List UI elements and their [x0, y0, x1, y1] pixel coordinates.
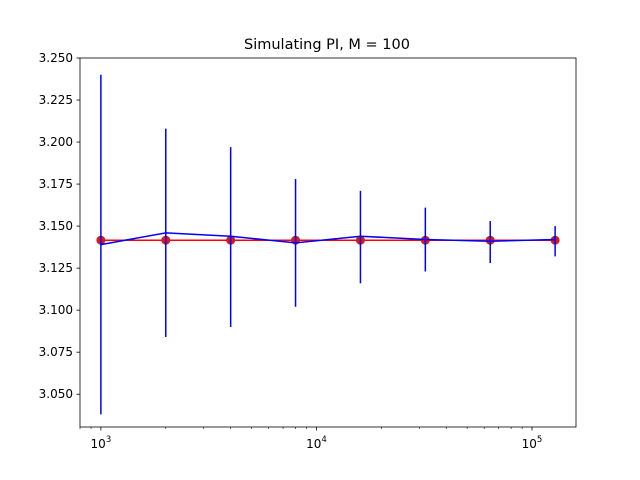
x-tick-label-exponent: 3	[106, 435, 111, 445]
y-tick-label: 3.125	[39, 261, 73, 275]
x-tick-label: 104	[306, 435, 327, 451]
chart-title: Simulating PI, M = 100	[244, 37, 410, 53]
x-tick-label-exponent: 4	[321, 435, 326, 445]
y-tick-label: 3.175	[39, 177, 73, 191]
y-axis: 3.050 3.075 3.100 3.125 3.150 3.175 3.200 3.225…	[39, 51, 80, 401]
y-tick-label: 3.100	[39, 303, 73, 317]
estimate-line	[100, 232, 556, 246]
x-tick-label-base: 10	[306, 437, 321, 451]
x-tick-label-base: 10	[91, 437, 106, 451]
y-tick-label: 3.225	[39, 93, 73, 107]
x-tick-label-exponent: 5	[537, 435, 542, 445]
y-tick-label: 3.200	[39, 135, 73, 149]
x-tick-label-base: 10	[522, 437, 537, 451]
y-tick-label: 3.150	[39, 219, 73, 233]
y-tick-label: 3.075	[39, 345, 73, 359]
x-tick-label: 103	[91, 435, 112, 451]
plot-area	[96, 74, 560, 415]
y-tick-label: 3.050	[39, 387, 73, 401]
plot-frame	[79, 57, 577, 428]
x-tick-label: 105	[522, 435, 543, 451]
x-axis: 103 104 105	[79, 427, 543, 451]
y-tick-label: 3.250	[39, 51, 73, 65]
